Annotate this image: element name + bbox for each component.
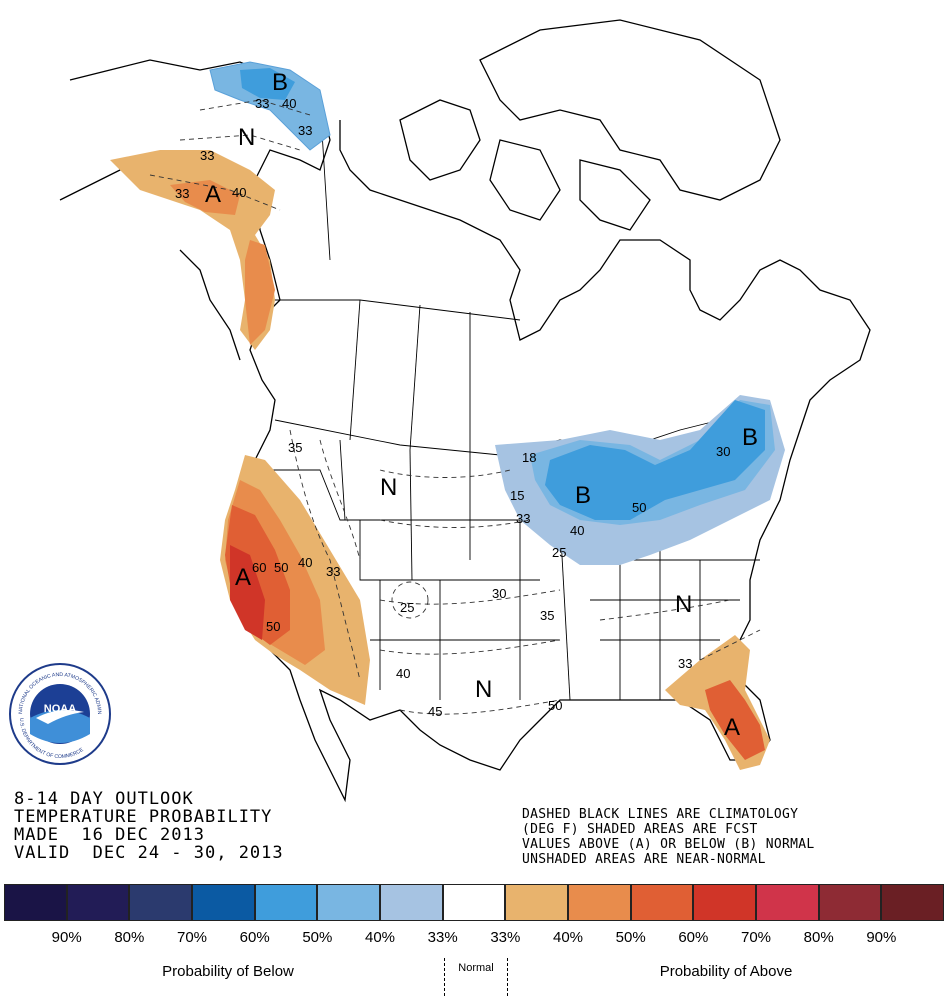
contour-label: 45 bbox=[428, 704, 442, 719]
scale-tick-label: 60% bbox=[239, 929, 270, 946]
normal-divider-right bbox=[507, 958, 508, 996]
contour-label: 25 bbox=[552, 545, 566, 560]
title-line: TEMPERATURE PROBABILITY bbox=[14, 807, 273, 827]
scale-swatch bbox=[630, 884, 694, 921]
contour-label: 60 bbox=[252, 560, 266, 575]
note-line: UNSHADED AREAS ARE NEAR-NORMAL bbox=[522, 852, 766, 867]
scale-tick-label: 40% bbox=[552, 929, 584, 946]
scale-tick-label: 33% bbox=[427, 929, 458, 946]
alaska-normal-label: N bbox=[238, 124, 255, 151]
scale-tick-label: 80% bbox=[803, 929, 834, 946]
contour-label: 33 bbox=[200, 148, 214, 163]
outlook-title: 8-14 DAY OUTLOOK TEMPERATURE PROBABILITY M… bbox=[14, 790, 284, 862]
contour-label: 33 bbox=[326, 564, 340, 579]
contour-label: 18 bbox=[522, 450, 536, 465]
contour-label: 33 bbox=[175, 186, 189, 201]
scale-swatch bbox=[818, 884, 882, 921]
title-line: MADE 16 DEC 2013 bbox=[14, 825, 205, 845]
normal-caption: Normal bbox=[458, 962, 494, 974]
scale-tick-label: 70% bbox=[740, 929, 772, 946]
scale-swatch bbox=[693, 884, 757, 921]
contour-label: 40 bbox=[570, 523, 584, 538]
north-america-map: B N A A N N B B N A 33 40 33 33 40 33 35… bbox=[59, 19, 871, 803]
southern-plains-normal-label: N bbox=[475, 676, 492, 703]
scale-swatch bbox=[380, 884, 443, 921]
contour-label: 40 bbox=[282, 96, 296, 111]
scale-tick-label: 60% bbox=[678, 929, 709, 946]
title-line: VALID DEC 24 - 30, 2013 bbox=[14, 843, 284, 863]
note-line: DASHED BLACK LINES ARE CLIMATOLOGY bbox=[522, 807, 799, 822]
contour-label: 40 bbox=[396, 666, 410, 681]
west-above-label: A bbox=[235, 564, 251, 591]
title-line: 8-14 DAY OUTLOOK bbox=[14, 789, 194, 809]
probability-shading bbox=[110, 61, 785, 770]
scale-tick-label: 90% bbox=[51, 929, 82, 946]
alaska-below-label: B bbox=[272, 69, 288, 96]
scale-swatch bbox=[568, 884, 631, 921]
scale-swatch bbox=[4, 884, 67, 921]
scale-tick-label: 70% bbox=[176, 929, 208, 946]
scale-tick-label: 50% bbox=[615, 929, 646, 946]
scale-tick-label: 33% bbox=[490, 929, 521, 946]
contour-label: 33 bbox=[678, 656, 692, 671]
alaska-above-label: A bbox=[205, 181, 221, 208]
contour-label: 33 bbox=[255, 96, 269, 111]
contour-label: 50 bbox=[632, 500, 646, 515]
contour-label: 15 bbox=[510, 488, 524, 503]
noaa-logo-text: NOAA bbox=[44, 703, 76, 715]
contour-label: 30 bbox=[492, 586, 506, 601]
florida-above-label: A bbox=[724, 714, 740, 741]
contour-label: 35 bbox=[540, 608, 554, 623]
contour-label: 40 bbox=[298, 555, 312, 570]
above-caption: Probability of Above bbox=[659, 963, 793, 980]
contour-label: 50 bbox=[266, 619, 280, 634]
contour-labels: 33 40 33 33 40 33 35 60 50 40 33 50 25 3… bbox=[175, 96, 730, 719]
contour-label: 30 bbox=[716, 444, 730, 459]
scale-swatch bbox=[442, 884, 506, 921]
note-line: VALUES ABOVE (A) OR BELOW (B) NORMAL bbox=[522, 837, 815, 852]
probability-color-scale bbox=[4, 884, 945, 921]
new-england-below-label: B bbox=[742, 424, 758, 451]
scale-swatch bbox=[881, 884, 945, 921]
contour-label: 25 bbox=[400, 600, 414, 615]
note-line: (DEG F) SHADED AREAS ARE FCST bbox=[522, 822, 758, 837]
scale-swatch bbox=[192, 884, 255, 921]
boundaries bbox=[260, 99, 761, 701]
scale-tick-label: 40% bbox=[364, 929, 396, 946]
scale-swatch bbox=[756, 884, 819, 921]
scale-tick-label: 80% bbox=[114, 929, 145, 946]
contour-label: 40 bbox=[232, 185, 246, 200]
climatology-contours bbox=[149, 99, 761, 715]
southeast-normal-label: N bbox=[675, 591, 692, 618]
great-lakes-below-label: B bbox=[575, 482, 591, 509]
contour-label: 50 bbox=[274, 560, 288, 575]
scale-swatch bbox=[254, 884, 318, 921]
scale-swatch bbox=[66, 884, 130, 921]
contour-label: 35 bbox=[288, 440, 302, 455]
contour-label: 33 bbox=[516, 511, 530, 526]
normal-divider-left bbox=[444, 958, 445, 996]
noaa-logo: NATIONAL OCEANIC AND ATMOSPHERIC ADMINIS… bbox=[8, 662, 111, 765]
scale-tick-label: 90% bbox=[866, 929, 897, 946]
forecast-letters: B N A A N N B B N A bbox=[205, 69, 758, 741]
scale-swatch bbox=[317, 884, 381, 921]
contour-label: 50 bbox=[548, 698, 562, 713]
contour-label: 33 bbox=[298, 123, 312, 138]
northern-plains-normal-label: N bbox=[380, 474, 397, 501]
legend-note: DASHED BLACK LINES ARE CLIMATOLOGY (DEG F… bbox=[522, 807, 815, 867]
scale-tick-label: 50% bbox=[302, 929, 333, 946]
scale-swatch bbox=[129, 884, 193, 921]
scale-swatch bbox=[505, 884, 569, 921]
below-caption: Probability of Below bbox=[162, 963, 294, 980]
